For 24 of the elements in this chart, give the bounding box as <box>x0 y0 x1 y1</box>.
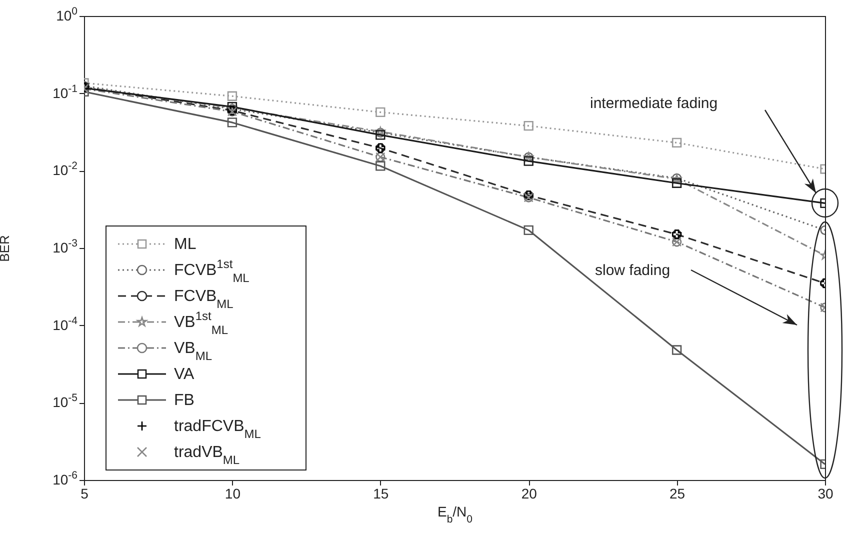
x-tick-label: 15 <box>373 486 389 502</box>
legend-label: VB$_{ML}$ <box>174 340 212 363</box>
x-tick-label: 30 <box>818 486 834 502</box>
y-tick-label: 10$^{-3}$ <box>52 238 78 256</box>
legend-label: tradFCVB$_{ML}$ <box>174 418 262 441</box>
y-tick-label: 10$^{-5}$ <box>52 392 78 410</box>
legend-label: FCVB$_{ML}$ <box>174 288 234 311</box>
legend-label: tradVB$_{ML}$ <box>174 444 240 467</box>
x-tick-label: 10 <box>224 486 241 502</box>
y-tick-label: 10$^{-6}$ <box>52 470 78 488</box>
legend-label: VA <box>174 366 194 383</box>
x-axis-title: E$_{b}$/N$_{0}$ <box>437 504 473 526</box>
legend-label: FB <box>174 392 194 409</box>
y-tick-label: 10$^{0}$ <box>56 6 78 24</box>
y-axis-title: BER <box>0 235 12 262</box>
y-tick-label: 10$^{-4}$ <box>52 314 78 333</box>
annotation: intermediate fading <box>590 95 718 112</box>
x-tick-label: 20 <box>521 486 538 502</box>
y-tick-label: 10$^{-2}$ <box>52 160 78 178</box>
legend-label: ML <box>174 236 196 253</box>
y-tick-label: 10$^{-1}$ <box>52 82 78 101</box>
annotation: slow fading <box>595 262 670 279</box>
x-tick-label: 5 <box>80 486 89 502</box>
x-tick-label: 25 <box>670 486 686 502</box>
